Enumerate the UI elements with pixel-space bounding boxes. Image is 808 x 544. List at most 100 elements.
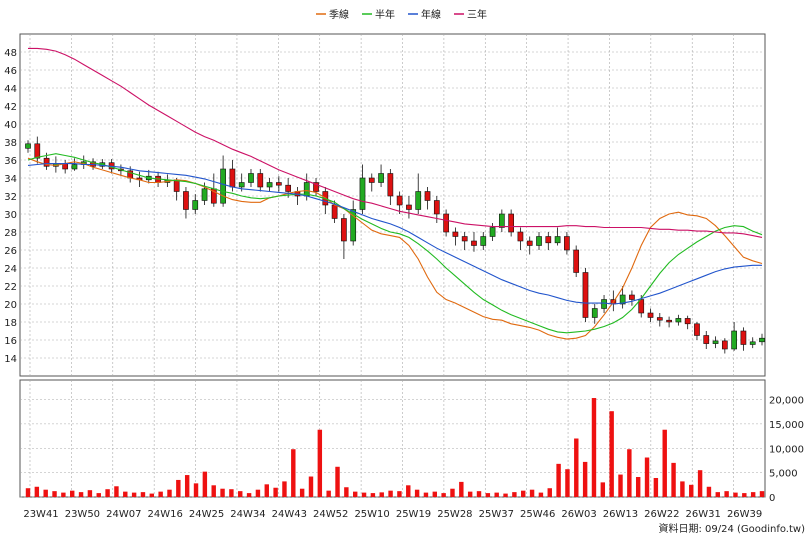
candle-body — [536, 236, 542, 246]
candle-body — [173, 179, 180, 192]
volume-panel: 0 5,000 10,000 15,000 20,000 — [19, 379, 804, 504]
candle-body — [461, 236, 468, 242]
x-tick-label: 26W31 — [686, 509, 721, 520]
volume-bar — [680, 481, 685, 497]
volume-bar — [220, 488, 225, 497]
volume-bar — [273, 487, 278, 497]
candle-body — [350, 209, 357, 242]
candle-body — [266, 182, 273, 188]
candle-body — [220, 168, 226, 204]
series-line-3 — [27, 163, 762, 305]
volume-bar — [167, 489, 172, 497]
volume-bar — [176, 479, 181, 497]
price-tick-label: 44 — [4, 84, 17, 95]
volume-bar — [529, 489, 535, 497]
candle-body — [201, 188, 208, 201]
candle-body — [684, 318, 691, 325]
volume-bar — [494, 492, 499, 497]
volume-bar — [485, 493, 491, 497]
volume-bar — [211, 485, 216, 497]
price-tick-label: 34 — [4, 174, 17, 185]
volume-bar — [246, 493, 252, 497]
volume-bar — [52, 491, 57, 497]
x-tick-label: 26W13 — [603, 509, 638, 520]
price-tick-label: 28 — [4, 228, 17, 239]
volume-bar — [282, 481, 287, 497]
volume-bar — [34, 486, 40, 497]
candle-body — [406, 204, 412, 210]
price-tick-label: 48 — [4, 48, 17, 59]
legend-label: 半年 — [375, 8, 395, 21]
candle-body — [489, 227, 496, 237]
candle-body — [229, 168, 236, 188]
legend-label: 季線 — [329, 8, 349, 21]
volume-bar — [379, 492, 384, 497]
price-frame — [19, 33, 766, 377]
candle-body — [526, 240, 533, 246]
x-tick-label: 24W52 — [313, 509, 348, 520]
candle-body — [471, 240, 477, 246]
legend-label: 三年 — [467, 8, 487, 21]
volume-bar — [406, 485, 411, 497]
volume-bar — [61, 492, 66, 497]
candle-body — [313, 182, 319, 192]
volume-bar — [503, 493, 508, 497]
price-tick-label: 32 — [4, 192, 17, 203]
volume-bar — [238, 491, 243, 497]
volume-bar — [43, 489, 48, 497]
volume-bar — [308, 476, 314, 497]
x-tick-label: 26W22 — [644, 509, 679, 520]
volume-bar — [467, 491, 473, 497]
x-tick-label: 24W43 — [272, 509, 307, 520]
candle-body — [573, 249, 580, 273]
volume-bar — [299, 488, 305, 497]
volume-bar — [317, 429, 323, 497]
candle-body — [666, 319, 672, 323]
volume-bar — [335, 466, 340, 497]
price-tick-label: 40 — [4, 120, 17, 131]
volume-bar — [715, 492, 720, 497]
volume-bar — [70, 490, 75, 497]
x-tick-label: 25W46 — [520, 509, 555, 520]
x-tick-label: 23W50 — [65, 509, 100, 520]
volume-bar — [582, 461, 588, 497]
volume-bar — [600, 482, 606, 497]
candle-body — [759, 337, 765, 343]
volume-bar — [96, 493, 101, 497]
candle-body — [731, 330, 737, 350]
footer-source: 資料日期: 09/24 (Goodinfo.tw) — [658, 522, 805, 535]
volume-bar — [87, 490, 93, 497]
candle-body — [248, 173, 254, 183]
candle-body — [554, 236, 561, 244]
volume-bar — [565, 469, 570, 497]
candle-body — [619, 294, 626, 305]
legend-label: 年線 — [421, 8, 441, 21]
volume-bar — [123, 491, 128, 497]
candle-body — [387, 173, 394, 197]
candle-body — [71, 164, 78, 170]
candle-body — [564, 236, 570, 251]
candle-body — [433, 200, 440, 215]
candle-body — [703, 335, 710, 344]
volume-bar — [361, 492, 367, 497]
volume-bar — [149, 493, 155, 497]
volume-bar — [432, 491, 438, 497]
x-tick-label: 24W25 — [189, 509, 224, 520]
x-tick-label: 24W07 — [106, 509, 141, 520]
volume-tick-label: 20,000 — [769, 396, 804, 407]
candle-body — [749, 341, 756, 345]
volume-bar — [184, 475, 190, 497]
volume-bar — [414, 489, 420, 497]
volume-bar — [662, 429, 667, 497]
x-tick-label: 25W19 — [396, 509, 431, 520]
volume-bar — [459, 481, 464, 497]
volume-bar — [229, 489, 234, 497]
volume-tick-label: 15,000 — [769, 420, 804, 431]
x-tick-label: 25W37 — [479, 509, 514, 520]
candle-body — [396, 195, 403, 206]
price-tick-label: 46 — [4, 66, 17, 77]
volume-bar — [512, 492, 517, 497]
volume-bar — [352, 491, 358, 497]
candle-body — [359, 177, 366, 210]
